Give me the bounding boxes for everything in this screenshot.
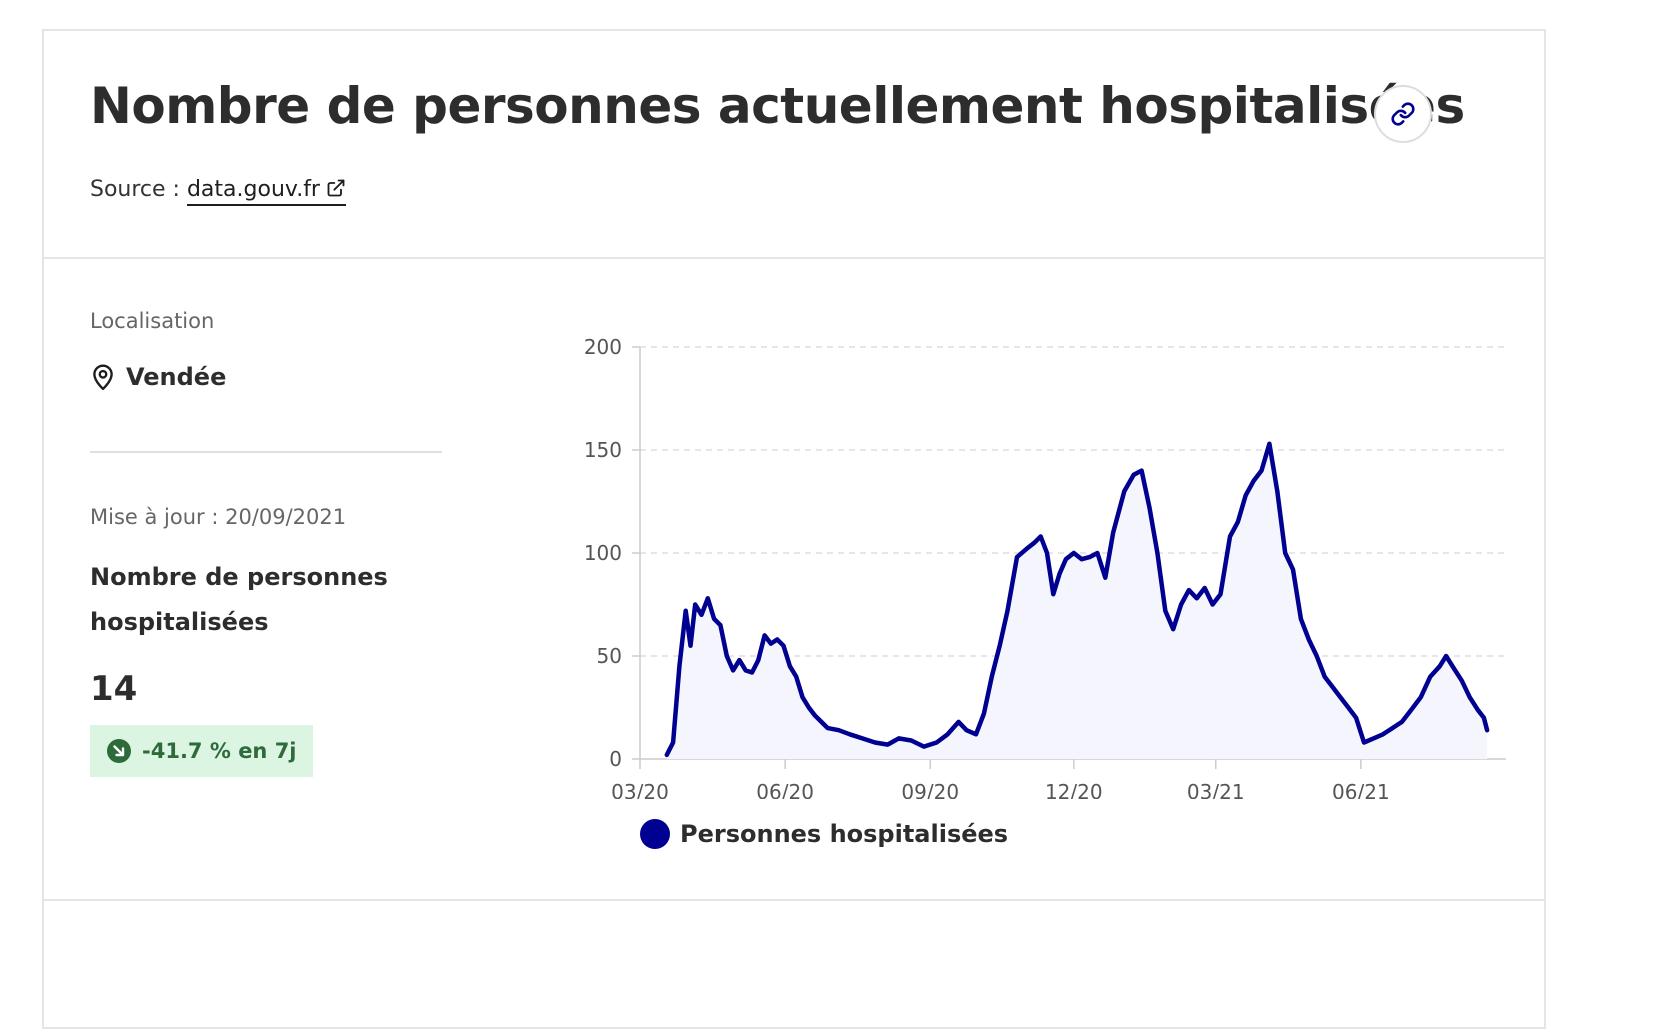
x-tick-label: 06/21 — [1332, 780, 1390, 799]
update-date: Mise à jour : 20/09/2021 — [90, 505, 347, 529]
page-title: Nombre de personnes actuellement hospita… — [90, 77, 1465, 135]
copy-link-button[interactable] — [1374, 85, 1432, 143]
divider — [90, 451, 442, 453]
link-icon — [1391, 102, 1415, 126]
source-line: Source : data.gouv.fr — [90, 177, 346, 206]
indicator-value: 14 — [90, 669, 138, 709]
location-label: Localisation — [90, 309, 215, 333]
external-link-icon — [327, 179, 345, 197]
trend-badge: -41.7 % en 7j — [90, 725, 313, 777]
x-tick-label: 06/20 — [756, 780, 814, 799]
series-line — [664, 441, 1490, 758]
section-divider — [44, 899, 1544, 901]
source-prefix: Source : — [90, 177, 187, 202]
trend-text: -41.7 % en 7j — [142, 739, 297, 763]
map-pin-icon — [90, 363, 116, 391]
x-tick-label: 12/20 — [1045, 780, 1103, 799]
y-tick-label: 150 — [584, 438, 622, 462]
source-link-label: data.gouv.fr — [186, 177, 320, 202]
chart-legend[interactable]: Personnes hospitalisées — [640, 819, 1008, 849]
y-tick-label: 50 — [597, 644, 622, 668]
indicator-name: Nombre de personnes hospitalisées — [90, 563, 388, 636]
hospitalisation-card: Nombre de personnes actuellement hospita… — [42, 29, 1546, 1029]
y-tick-label: 0 — [609, 747, 622, 771]
legend-swatch — [640, 819, 670, 849]
location-value: Vendée — [90, 363, 226, 391]
series-area — [666, 443, 1488, 759]
y-tick-label: 100 — [584, 541, 622, 565]
legend-label: Personnes hospitalisées — [680, 820, 1009, 848]
x-tick-label: 03/20 — [611, 780, 669, 799]
arrow-down-right-icon — [106, 738, 132, 764]
card-header: Nombre de personnes actuellement hospita… — [44, 31, 1544, 259]
location-name: Vendée — [126, 363, 227, 391]
x-tick-label: 03/21 — [1187, 780, 1245, 799]
y-tick-label: 200 — [584, 335, 622, 359]
chart-area: 0 50 100 150 200 03/20 06/20 09/20 12/20 03/21 06/… — [514, 259, 1514, 899]
hospitalisation-chart: 0 50 100 150 200 03/20 06/20 09/20 12/20 03/21 06/… — [584, 335, 1506, 804]
x-tick-label: 09/20 — [901, 780, 959, 799]
source-link[interactable]: data.gouv.fr — [186, 177, 346, 206]
